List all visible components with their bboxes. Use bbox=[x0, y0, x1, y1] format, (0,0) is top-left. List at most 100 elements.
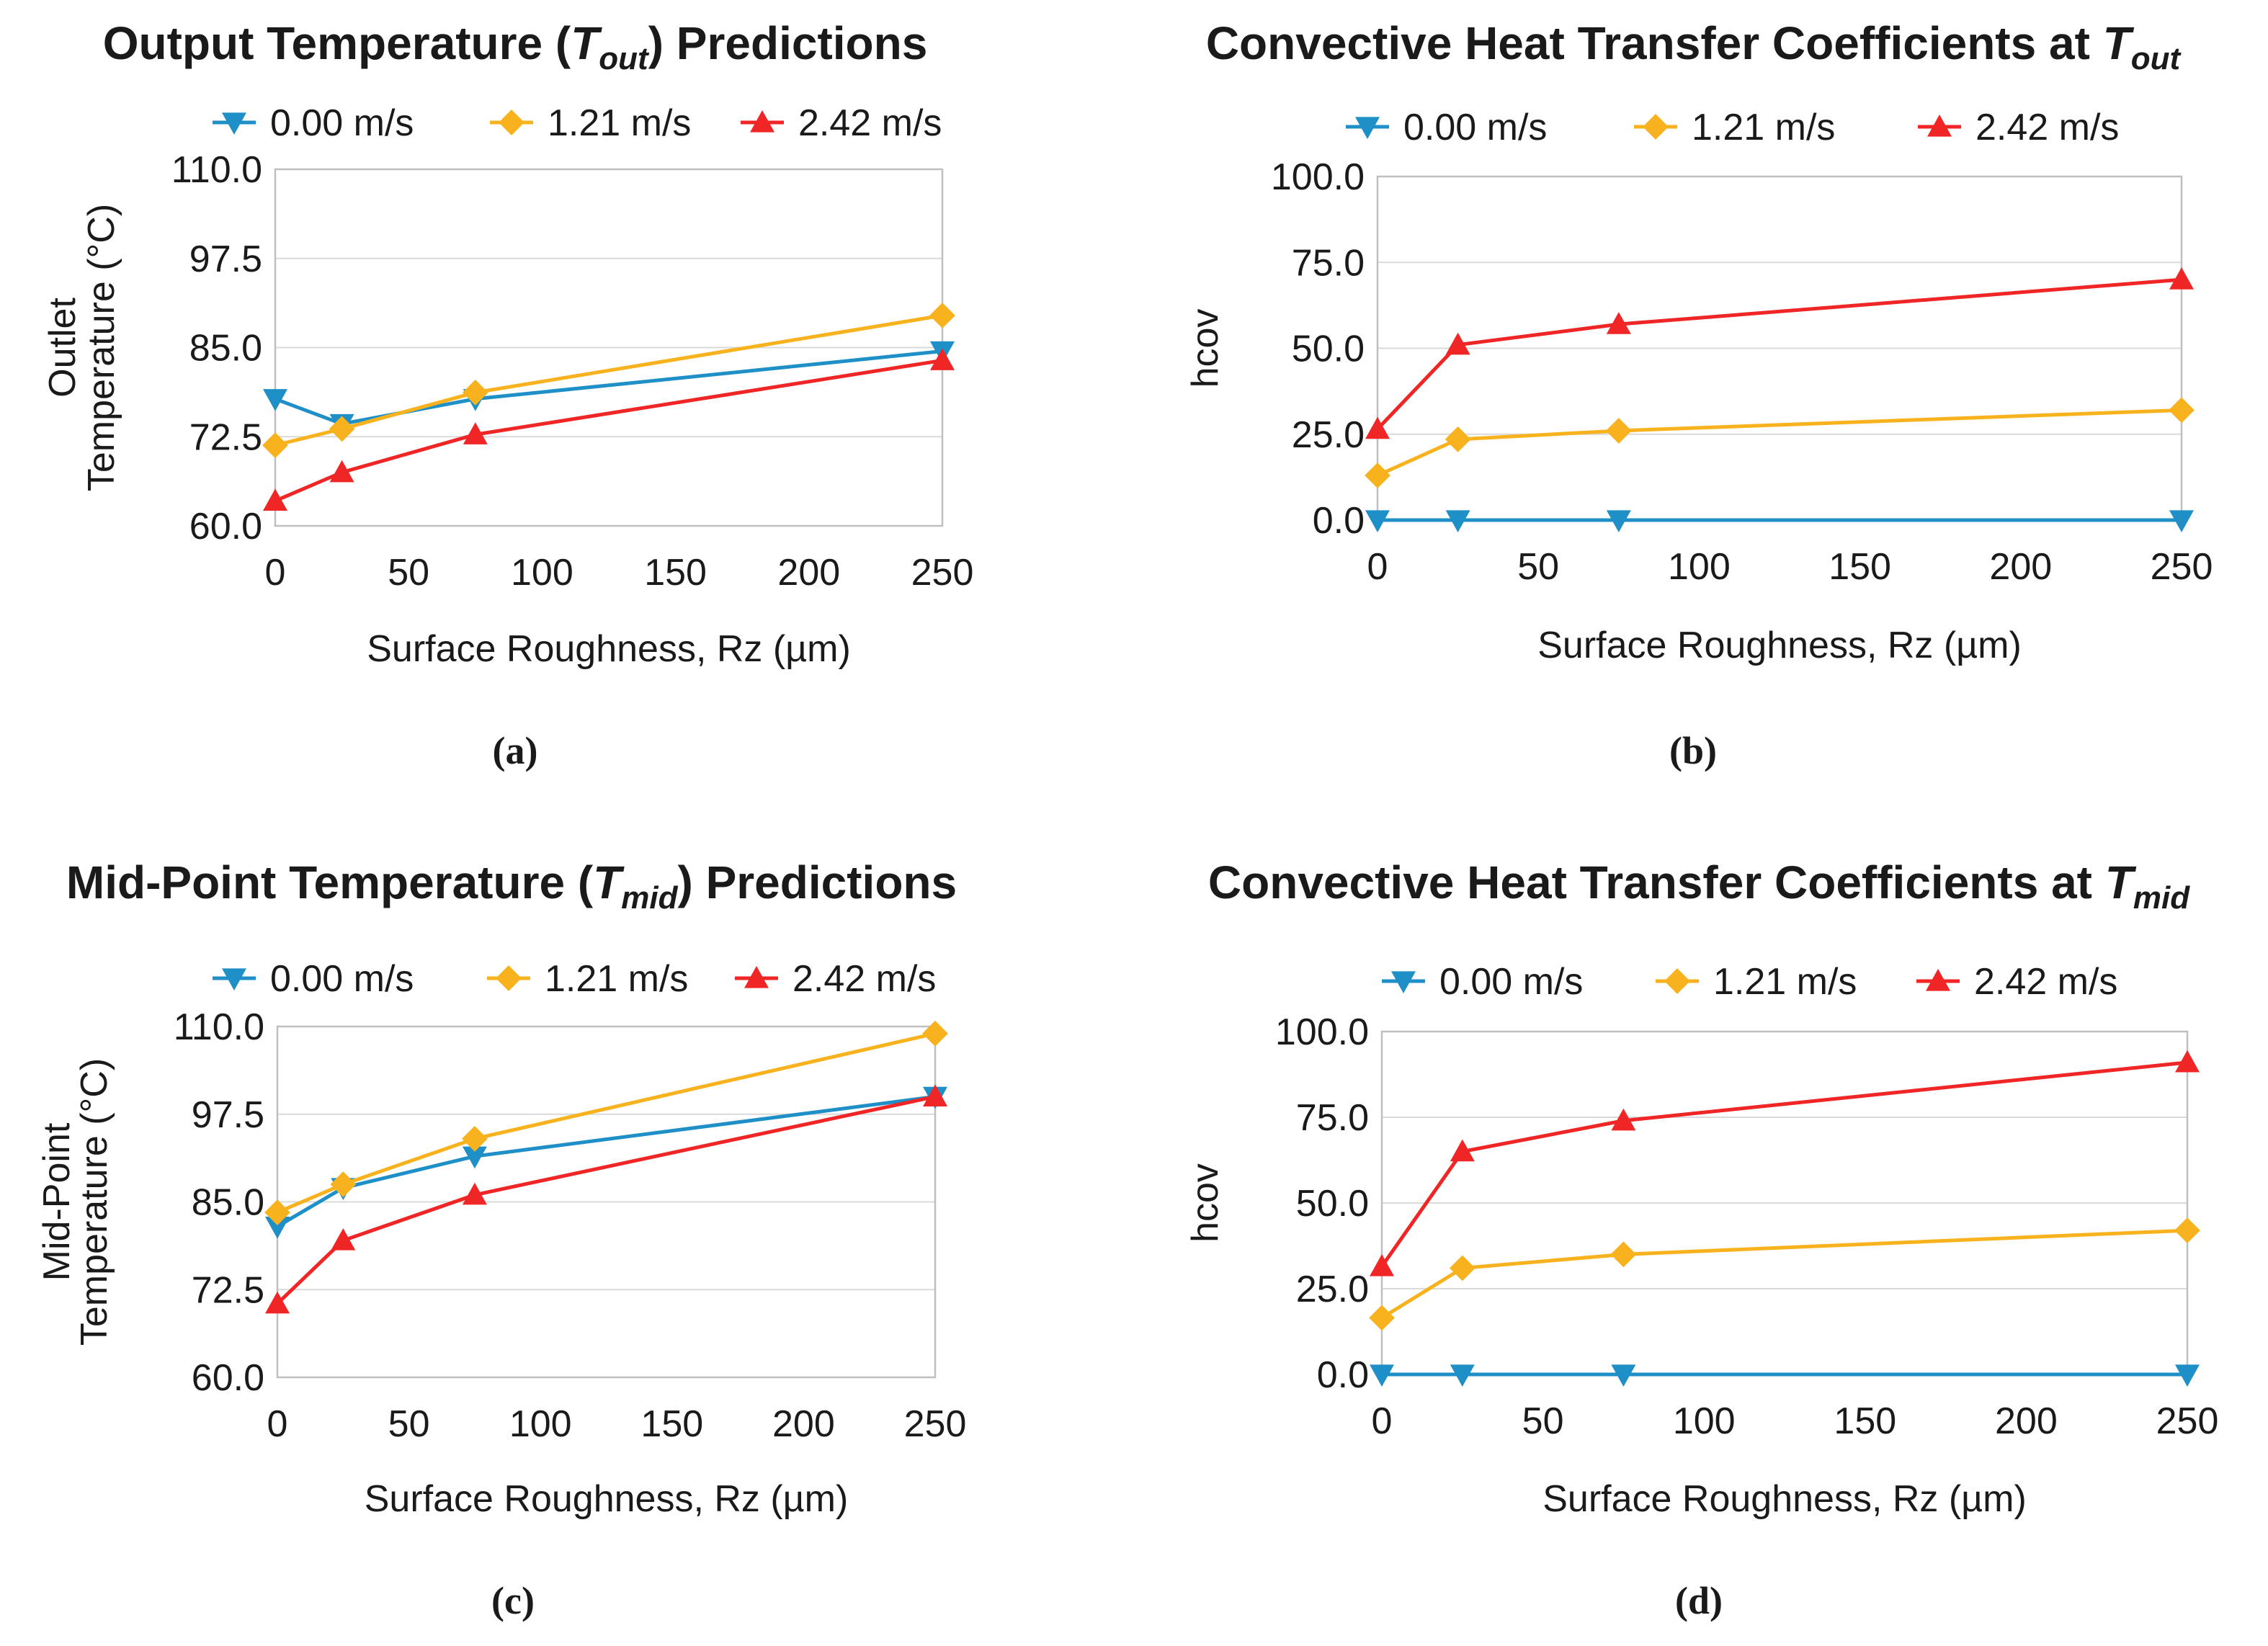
data-point bbox=[1610, 1241, 1637, 1268]
chart-title-subscript: mid bbox=[2133, 880, 2190, 916]
x-tick-label: 250 bbox=[911, 552, 974, 594]
legend-marker bbox=[222, 112, 246, 135]
x-axis-label: Surface Roughness, Rz (µm) bbox=[365, 1478, 849, 1520]
legend-item: 1.21 m/s bbox=[1656, 961, 1857, 1003]
chart-title-prefix: Mid-Point Temperature ( bbox=[66, 856, 594, 908]
series-line bbox=[1376, 277, 2182, 431]
y-tick-label: 0.0 bbox=[1317, 1354, 1369, 1396]
y-axis-label: Temperature (°C) bbox=[81, 204, 122, 491]
y-tick-label: 25.0 bbox=[1296, 1269, 1369, 1310]
legend-item: 2.42 m/s bbox=[741, 102, 942, 144]
data-point bbox=[265, 1216, 290, 1239]
y-tick-label: 72.5 bbox=[189, 416, 262, 458]
data-point bbox=[263, 389, 287, 411]
legend-label: 2.42 m/s bbox=[1974, 961, 2117, 1003]
data-point bbox=[329, 416, 355, 442]
chart-title-subscript: mid bbox=[621, 880, 678, 916]
legend-marker bbox=[222, 968, 246, 990]
data-point bbox=[1445, 510, 1470, 532]
y-tick-label: 75.0 bbox=[1292, 242, 1365, 284]
series-1 bbox=[262, 303, 955, 458]
legend-item: 2.42 m/s bbox=[1918, 107, 2119, 148]
series-2 bbox=[263, 348, 955, 511]
series-1 bbox=[1365, 397, 2195, 488]
legend-label: 0.00 m/s bbox=[270, 102, 414, 144]
chart-title: Convective Heat Transfer Coefficients at… bbox=[1208, 856, 2190, 916]
y-tick-label: 60.0 bbox=[189, 506, 262, 547]
data-point bbox=[263, 488, 287, 511]
y-axis-label: Mid-Point bbox=[36, 1122, 78, 1281]
x-tick-label: 0 bbox=[1372, 1400, 1393, 1442]
y-tick-label: 85.0 bbox=[189, 328, 262, 370]
data-point bbox=[1606, 510, 1631, 532]
chart-title: Convective Heat Transfer Coefficients at… bbox=[1206, 17, 2182, 76]
data-point bbox=[2175, 1364, 2200, 1387]
chart-title-symbol: T bbox=[2103, 17, 2135, 69]
chart-title-symbol: T bbox=[2105, 856, 2137, 908]
y-axis-label: Outlet bbox=[42, 298, 84, 398]
data-point bbox=[2169, 267, 2194, 290]
series-line bbox=[1380, 1228, 2188, 1320]
x-tick-label: 150 bbox=[1829, 546, 1891, 588]
x-tick-label: 0 bbox=[1367, 546, 1388, 588]
x-tick-label: 150 bbox=[644, 552, 707, 594]
data-point bbox=[462, 1146, 487, 1169]
legend-item: 0.00 m/s bbox=[1382, 961, 1583, 1003]
data-point bbox=[462, 380, 488, 406]
y-tick-label: 0.0 bbox=[1313, 500, 1365, 542]
legend-marker bbox=[1355, 117, 1380, 139]
legend-item: 2.42 m/s bbox=[1916, 961, 2117, 1003]
data-point bbox=[2169, 510, 2194, 532]
data-point bbox=[2169, 397, 2195, 424]
x-tick-label: 50 bbox=[388, 552, 429, 594]
series-line bbox=[276, 1094, 936, 1228]
legend-marker bbox=[1391, 971, 1416, 993]
chart-title-suffix: ) Predictions bbox=[677, 856, 957, 908]
data-point bbox=[1369, 1305, 1395, 1331]
data-point bbox=[1606, 312, 1631, 334]
panel-tag: (a) bbox=[493, 729, 538, 772]
data-point bbox=[1611, 1108, 1636, 1131]
x-tick-label: 200 bbox=[1995, 1400, 2058, 1442]
chart-title-suffix: ) Predictions bbox=[648, 17, 928, 69]
legend-marker bbox=[744, 966, 769, 988]
data-point bbox=[1450, 1364, 1475, 1387]
series-line bbox=[276, 1094, 936, 1305]
series-0 bbox=[1365, 510, 2194, 532]
chart-title-prefix: Convective Heat Transfer Coefficients at bbox=[1208, 856, 2105, 908]
legend-label: 1.21 m/s bbox=[1692, 107, 1835, 148]
x-axis-label: Surface Roughness, Rz (µm) bbox=[367, 628, 851, 670]
y-axis-label: hcov bbox=[1184, 309, 1226, 388]
y-tick-label: 85.0 bbox=[192, 1182, 264, 1224]
chart-title-symbol: T bbox=[571, 17, 602, 69]
data-point bbox=[1605, 418, 1632, 444]
data-point bbox=[1445, 332, 1470, 355]
y-tick-label: 72.5 bbox=[192, 1269, 264, 1311]
legend-marker bbox=[1927, 115, 1952, 137]
x-axis-label: Surface Roughness, Rz (µm) bbox=[1542, 1478, 2027, 1520]
chart-panel-b: Convective Heat Transfer Coefficients at… bbox=[1184, 17, 2213, 772]
legend-item: 1.21 m/s bbox=[1634, 107, 1835, 148]
x-tick-label: 250 bbox=[2156, 1400, 2219, 1442]
data-point bbox=[1365, 416, 1390, 439]
data-point bbox=[1611, 1364, 1636, 1387]
y-axis-label: Temperature (°C) bbox=[73, 1058, 115, 1346]
x-tick-label: 150 bbox=[1834, 1400, 1896, 1442]
legend-marker bbox=[1643, 114, 1669, 140]
legend-item: 1.21 m/s bbox=[487, 958, 688, 1000]
x-tick-label: 200 bbox=[1989, 546, 2052, 588]
y-tick-label: 110.0 bbox=[171, 149, 262, 191]
data-point bbox=[1445, 426, 1471, 452]
x-tick-label: 100 bbox=[511, 552, 573, 594]
data-point bbox=[264, 1199, 290, 1225]
x-tick-label: 100 bbox=[509, 1403, 572, 1445]
data-point bbox=[262, 432, 288, 458]
data-point bbox=[462, 1182, 487, 1205]
y-tick-label: 100.0 bbox=[1271, 156, 1365, 198]
legend-label: 1.21 m/s bbox=[545, 958, 688, 1000]
series-2 bbox=[265, 1084, 947, 1314]
legend-item: 0.00 m/s bbox=[213, 102, 414, 144]
data-point bbox=[923, 1084, 947, 1106]
